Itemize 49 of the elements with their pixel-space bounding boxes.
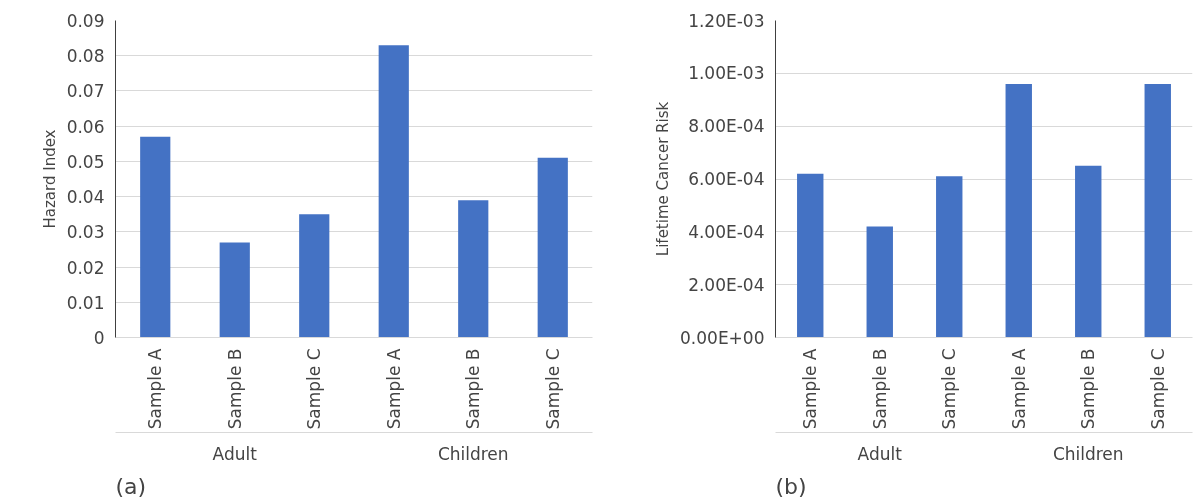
bar bbox=[797, 173, 824, 338]
bar bbox=[1075, 165, 1102, 338]
bar bbox=[866, 226, 893, 338]
y-tick-label: 1.20E-03 bbox=[688, 10, 765, 31]
y-tick-label: 0.07 bbox=[66, 81, 105, 102]
y-tick-label: 0.01 bbox=[66, 292, 105, 313]
bar bbox=[537, 157, 568, 338]
x-tick-label: Sample B bbox=[1078, 348, 1099, 430]
y-axis-title: Lifetime Cancer Risk bbox=[654, 101, 673, 257]
y-tick-label: 8.00E-04 bbox=[688, 116, 765, 137]
y-tick-label: 0.05 bbox=[66, 151, 105, 172]
x-tick-label: Sample C bbox=[939, 348, 960, 430]
x-tick-label: Sample A bbox=[1008, 348, 1029, 430]
y-tick-label: 0.00E+00 bbox=[680, 327, 765, 348]
bar bbox=[219, 242, 250, 338]
text: Children bbox=[437, 443, 509, 464]
x-tick-label: Sample B bbox=[463, 348, 484, 430]
x-tick-label: Sample A bbox=[383, 348, 404, 430]
y-tick-label: 0.02 bbox=[66, 257, 105, 278]
y-tick-label: 0.09 bbox=[66, 11, 105, 31]
bar bbox=[378, 45, 409, 338]
x-tick-label: Sample A bbox=[145, 348, 166, 430]
bar bbox=[936, 176, 963, 338]
text: Children bbox=[1052, 443, 1124, 464]
x-tick-label: Sample A bbox=[800, 348, 821, 430]
text: Adult bbox=[212, 443, 258, 464]
bar bbox=[458, 200, 489, 338]
bar bbox=[1005, 83, 1032, 338]
text: (b) bbox=[775, 473, 807, 499]
y-tick-label: 0.08 bbox=[66, 46, 105, 67]
y-tick-label: 6.00E-04 bbox=[688, 169, 765, 189]
y-tick-label: 1.00E-03 bbox=[688, 63, 765, 84]
bar bbox=[299, 214, 330, 338]
bar bbox=[1144, 83, 1171, 338]
y-tick-label: 2.00E-04 bbox=[688, 274, 765, 295]
y-tick-label: 0.03 bbox=[66, 222, 105, 243]
x-tick-label: Sample B bbox=[869, 348, 890, 430]
x-tick-label: Sample C bbox=[542, 348, 563, 430]
text: (a) bbox=[115, 473, 147, 499]
text: Adult bbox=[857, 443, 903, 464]
y-tick-label: 0.04 bbox=[66, 187, 105, 208]
y-tick-label: 4.00E-04 bbox=[688, 221, 765, 242]
x-tick-label: Sample B bbox=[224, 348, 245, 430]
x-tick-label: Sample C bbox=[304, 348, 325, 430]
x-tick-label: Sample C bbox=[1147, 348, 1168, 430]
y-tick-label: 0 bbox=[93, 328, 105, 348]
y-tick-label: 0.06 bbox=[66, 116, 105, 137]
bar bbox=[140, 136, 171, 338]
y-axis-title: Hazard Index bbox=[40, 129, 59, 229]
